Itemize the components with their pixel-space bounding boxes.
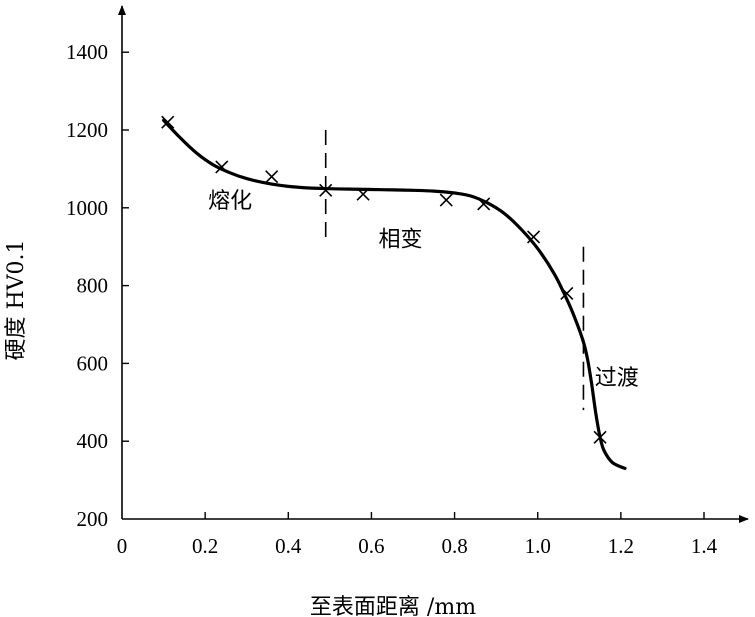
zone-label: 过渡 xyxy=(595,366,639,391)
zone-boundaries xyxy=(324,130,585,411)
data-point-marker xyxy=(477,197,491,211)
data-point-marker xyxy=(215,160,229,174)
y-tick-label: 600 xyxy=(77,351,109,375)
data-point-marker xyxy=(526,230,541,244)
data-point-marker xyxy=(319,183,333,197)
y-tick-label: 1200 xyxy=(66,118,108,142)
x-tick-label: 0.6 xyxy=(358,534,384,558)
data-point-marker xyxy=(161,115,175,129)
data-point-marker xyxy=(356,187,370,201)
data-point-marker xyxy=(439,193,453,207)
data-point-marker xyxy=(265,170,279,184)
x-tick-label: 0.8 xyxy=(441,534,467,558)
y-tick-label: 1000 xyxy=(66,196,108,220)
y-tick-label: 400 xyxy=(77,429,109,453)
x-ticks: 0 0.2 0.4 0.6 0.8 1.0 1.2 1.4 xyxy=(117,512,718,558)
zone-label: 相变 xyxy=(379,228,423,253)
data-point-marker xyxy=(560,286,574,300)
x-tick-label: 1.0 xyxy=(525,534,551,558)
data-point-marker xyxy=(593,430,607,444)
y-tick-label: 1400 xyxy=(66,40,108,64)
hardness-trend-curve xyxy=(162,118,627,470)
y-axis-title: 硬度 HV0.1 xyxy=(4,239,29,360)
x-tick-label: 0.4 xyxy=(275,534,302,558)
x-tick-label: 0 xyxy=(117,534,128,558)
x-axis-title: 至表面距离 /mm xyxy=(310,595,476,617)
x-tick-label: 1.2 xyxy=(608,534,634,558)
y-tick-label: 800 xyxy=(77,274,109,298)
zone-label: 熔化 xyxy=(208,189,252,214)
data-markers xyxy=(161,115,607,444)
x-tick-label: 1.4 xyxy=(691,534,718,558)
y-ticks: 200 400 600 800 1000 1200 1400 xyxy=(66,40,129,531)
y-tick-label: 200 xyxy=(77,507,109,531)
x-tick-label: 0.2 xyxy=(192,534,218,558)
